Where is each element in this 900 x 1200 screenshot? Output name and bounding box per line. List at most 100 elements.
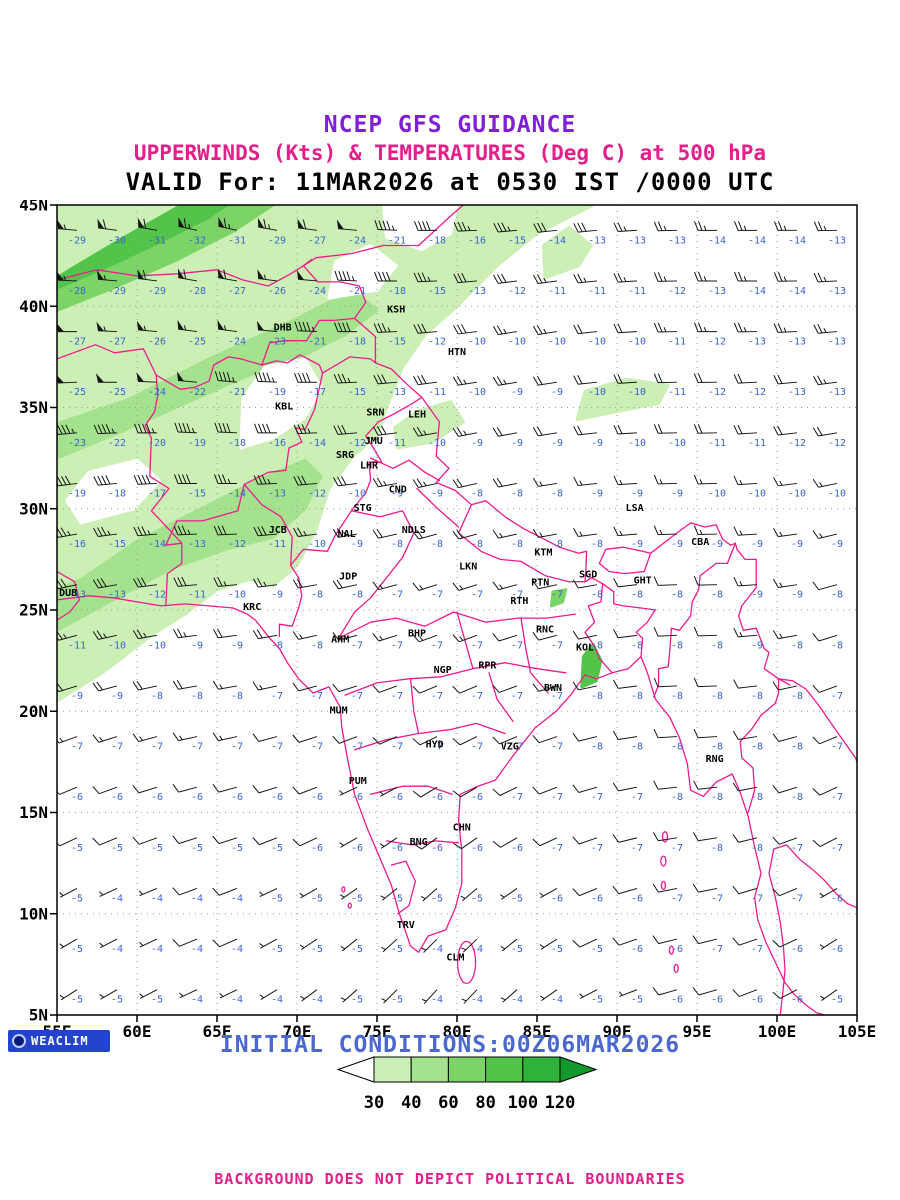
wind-barb-feather bbox=[183, 269, 187, 280]
temperature-value: -14 bbox=[148, 539, 166, 550]
boundary-line bbox=[344, 662, 567, 696]
wind-barb-staff bbox=[219, 938, 238, 948]
wind-barb-feather bbox=[146, 423, 151, 433]
wind-barb-staff bbox=[98, 227, 118, 231]
temperature-value: -29 bbox=[68, 235, 86, 246]
wind-barb-pennant bbox=[97, 218, 105, 229]
temperature-value: -13 bbox=[588, 235, 606, 246]
boundary-line bbox=[57, 595, 826, 1015]
temperature-value: -6 bbox=[311, 792, 323, 803]
wind-barb-feather bbox=[573, 324, 579, 334]
wind-barb-feather bbox=[413, 272, 419, 282]
wind-barb-half-feather bbox=[59, 892, 64, 896]
temperature-value: -26 bbox=[268, 286, 286, 297]
wind-barb-pennant bbox=[177, 319, 185, 330]
weaclim-logo-text: WEACLIM bbox=[31, 1034, 89, 1048]
colorbar-label: 100 bbox=[507, 1093, 538, 1113]
wind-barb-feather bbox=[577, 375, 583, 385]
temperature-value: -4 bbox=[471, 944, 483, 955]
wind-barb-half-feather bbox=[339, 790, 344, 795]
wind-barb-staff bbox=[218, 786, 238, 793]
wind-barb-feather bbox=[178, 422, 183, 433]
wind-barb-staff bbox=[538, 331, 558, 335]
temperature-value: -8 bbox=[431, 539, 443, 550]
boundary-line bbox=[57, 570, 81, 621]
temperature-value: -7 bbox=[391, 691, 403, 702]
temperature-value: -7 bbox=[751, 893, 763, 904]
wind-barb-feather bbox=[253, 475, 259, 485]
wind-barb-staff bbox=[58, 685, 78, 693]
wind-barb-staff bbox=[658, 938, 678, 945]
lat-tick-label: 25N bbox=[19, 601, 48, 620]
wind-barb-staff bbox=[138, 329, 158, 333]
wind-barb-feather bbox=[734, 271, 739, 282]
wind-barb-half-feather bbox=[459, 585, 464, 590]
temperature-value: -9 bbox=[111, 691, 123, 702]
wind-barb-staff bbox=[618, 786, 638, 792]
wind-barb-feather bbox=[101, 475, 107, 485]
wind-barb-feather bbox=[302, 373, 307, 383]
wind-barb-staff bbox=[697, 685, 718, 688]
wind-barb-feather bbox=[132, 630, 139, 639]
temperature-value: -11 bbox=[668, 387, 686, 398]
wind-barb-feather bbox=[306, 321, 311, 332]
temperature-value: -25 bbox=[68, 387, 86, 398]
wind-barb-half-feather bbox=[59, 994, 65, 999]
wind-barb-staff bbox=[698, 989, 718, 996]
wind-barb-half-feather bbox=[461, 947, 467, 951]
wind-barb-staff bbox=[539, 786, 558, 795]
wind-barb-feather bbox=[177, 628, 183, 638]
colorbar-arrow-left bbox=[336, 1056, 375, 1083]
wind-barb-feather bbox=[693, 525, 699, 535]
wind-barb-staff bbox=[578, 685, 598, 691]
temperature-value: -6 bbox=[471, 843, 483, 854]
wind-barb-staff bbox=[738, 432, 758, 435]
station-label: RTH bbox=[510, 596, 528, 607]
wind-barb-staff bbox=[738, 938, 758, 946]
wind-barb-half-feather bbox=[271, 377, 275, 383]
wind-barb-half-feather bbox=[259, 684, 263, 690]
wind-barb-half-feather bbox=[179, 735, 183, 741]
wind-barb-feather bbox=[381, 323, 387, 333]
wind-barb-staff bbox=[818, 584, 838, 591]
wind-barb-half-feather bbox=[783, 276, 787, 282]
wind-barb-staff bbox=[420, 786, 438, 798]
wind-barb-feather bbox=[341, 424, 347, 434]
boundary-line bbox=[57, 205, 465, 287]
wind-barb-feather bbox=[421, 323, 427, 333]
temperature-value: -9 bbox=[631, 539, 643, 550]
wind-barb-feather bbox=[577, 324, 583, 334]
wind-barb-staff bbox=[218, 277, 238, 282]
wind-barb-staff bbox=[579, 938, 598, 948]
station-label: CND bbox=[389, 485, 407, 496]
temperature-value: -13 bbox=[748, 337, 766, 348]
wind-barb-staff bbox=[421, 837, 438, 850]
wind-barb-feather bbox=[57, 688, 60, 692]
temperature-value: -8 bbox=[351, 590, 363, 601]
wind-barb-feather bbox=[332, 735, 340, 744]
wind-barb-half-feather bbox=[739, 479, 743, 485]
station-label: CHN bbox=[453, 823, 471, 834]
wind-barb-staff bbox=[298, 736, 318, 743]
wind-barb-staff bbox=[217, 431, 238, 434]
wind-barb-staff bbox=[698, 736, 718, 739]
wind-barb-feather bbox=[374, 220, 379, 230]
wind-barb-staff bbox=[178, 837, 198, 845]
colorbar-segment bbox=[485, 1056, 524, 1083]
wind-barb-feather bbox=[143, 218, 147, 229]
wind-barb-staff bbox=[418, 634, 438, 643]
wind-speed-shading bbox=[57, 288, 379, 460]
wind-barb-feather bbox=[733, 576, 739, 587]
weaclim-logo-icon bbox=[12, 1034, 26, 1048]
wind-barb-staff bbox=[458, 634, 478, 643]
station-label: DUB bbox=[59, 588, 77, 599]
boundary-line bbox=[57, 344, 157, 376]
wind-barb-feather bbox=[214, 371, 219, 381]
wind-barb-feather bbox=[372, 581, 380, 590]
island-outline bbox=[673, 963, 679, 974]
wind-barb-staff bbox=[58, 584, 78, 590]
wind-barb-staff bbox=[418, 584, 438, 591]
wind-barb-feather bbox=[412, 582, 420, 591]
wind-barb-half-feather bbox=[379, 584, 383, 589]
wind-barb-staff bbox=[738, 837, 758, 843]
